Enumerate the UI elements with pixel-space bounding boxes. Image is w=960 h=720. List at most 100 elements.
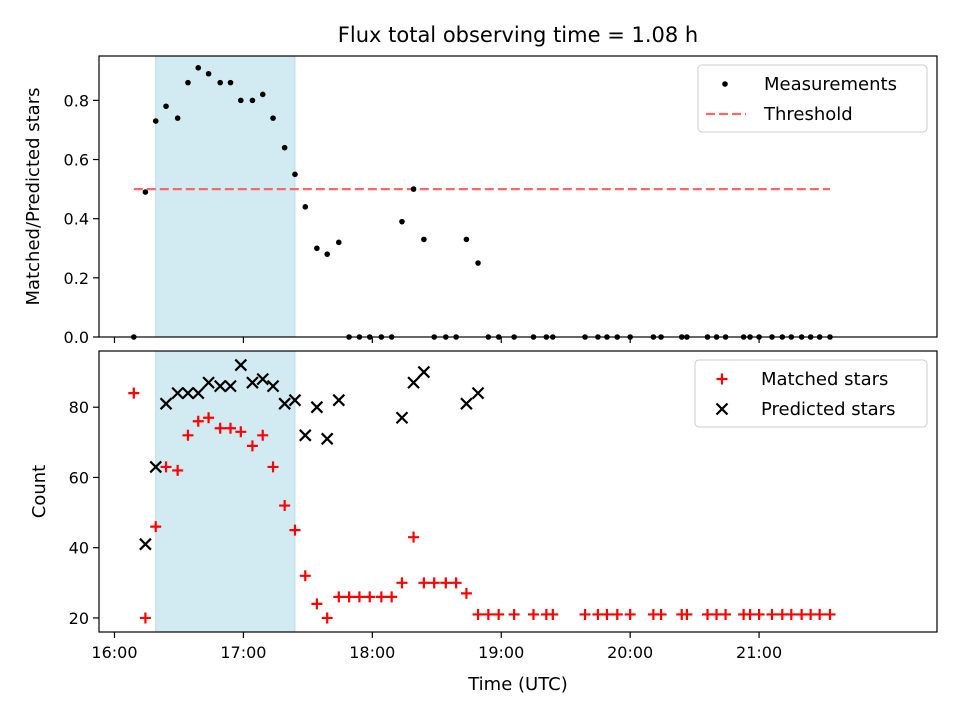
predicted-star-point [139, 537, 152, 551]
matched-star-point [785, 608, 797, 620]
matched-star-point [267, 461, 279, 473]
y-tick-label: 0.6 [64, 151, 89, 170]
matched-star-point [257, 429, 269, 441]
matched-star-point [655, 608, 667, 620]
measurement-point [163, 103, 169, 110]
legend-label: Predicted stars [761, 399, 895, 420]
matched-star-point [235, 426, 247, 438]
axes-frame [98, 350, 938, 633]
matched-star-point [299, 570, 311, 582]
x-tick-label: 19:00 [478, 643, 524, 662]
measurement-point [152, 118, 159, 124]
matched-star-point [182, 429, 194, 441]
matched-star-point [601, 608, 613, 620]
matched-star-point [139, 612, 151, 624]
matched-star-point [472, 608, 484, 620]
x-axis-label: Time (UTC) [467, 674, 568, 695]
panel-counts: 20 40 60 80 16:00 17:00 18:00 19:00 20:00 21:00 Co… [29, 350, 938, 662]
matched-star-point [160, 461, 172, 473]
panel-ratio: 0.0 0.2 0.4 0.6 0.8 Matched/Predicted stars Me… [23, 55, 938, 347]
predicted-star-point [288, 393, 302, 407]
measurement-point [281, 144, 288, 151]
legend-marker-measurements [722, 81, 728, 87]
measurement-point [174, 115, 181, 121]
measurement-point [227, 79, 234, 86]
predicted-star-point [310, 400, 324, 414]
legend-box [694, 359, 928, 428]
matched-star-point [172, 464, 184, 476]
measurement-point [238, 97, 244, 104]
y-tick-label: 60 [69, 468, 89, 487]
y-tick-label: 20 [69, 609, 89, 628]
y-axis-label: Matched/Predicted stars [23, 88, 44, 306]
x-tick-label: 20:00 [607, 643, 653, 662]
matched-star-point [720, 608, 732, 620]
measurement-point [475, 260, 481, 266]
y-tick-label: 80 [69, 398, 89, 417]
predicted-star-point [266, 379, 280, 393]
predicted-star-point [246, 376, 259, 389]
legend-box [697, 64, 928, 133]
chart-title: Flux total observing time = 1.08 h [338, 23, 698, 47]
measurement-point [410, 186, 417, 192]
predicted-star-point [191, 386, 205, 400]
measurement-point [292, 171, 298, 178]
matched-star-point [225, 422, 237, 434]
matched-star-point [450, 577, 462, 589]
matched-star-point [333, 591, 345, 603]
matched-star-point [408, 531, 420, 543]
matched-star-point [766, 608, 778, 620]
matched-star-point [214, 422, 226, 434]
legend: Measurements Threshold [697, 64, 928, 133]
y-tick-label: 40 [69, 539, 89, 558]
predicted-star-point [171, 386, 184, 400]
matched-star-point [579, 608, 591, 620]
measurement-point [302, 204, 309, 210]
predicted-star-point [213, 379, 227, 393]
matched-star-point [460, 587, 472, 599]
y-tick-label: 0.0 [64, 328, 89, 347]
y-tick-label: 0.2 [64, 269, 89, 288]
x-tick-label: 16:00 [91, 643, 137, 662]
predicted-star-point [149, 460, 163, 474]
observing-span-shade [155, 55, 296, 338]
matched-star-point [279, 500, 291, 512]
measurement-point [421, 236, 427, 243]
y-axis-label: Count [29, 465, 50, 518]
legend-label: Threshold [763, 104, 853, 125]
legend: Matched stars Predicted stars [694, 359, 928, 428]
axes-frame [98, 55, 938, 338]
y-tick-label: 0.8 [64, 91, 89, 110]
matched-star-point [128, 387, 140, 399]
predicted-star-point [181, 386, 195, 400]
measurement-point [270, 115, 276, 121]
matched-star-point [343, 591, 355, 603]
matched-star-point [814, 608, 826, 620]
predicted-star-point [202, 376, 215, 389]
predicted-star-point [471, 386, 485, 400]
matched-star-point [321, 612, 333, 624]
matched-star-point [527, 608, 539, 620]
matched-star-point [289, 524, 301, 536]
measurement-point [314, 245, 320, 252]
measurement-point [335, 239, 342, 246]
matched-star-point [508, 608, 520, 620]
predicted-star-point [256, 372, 270, 386]
measurement-point [399, 218, 405, 225]
matched-star-point [246, 440, 258, 452]
matched-star-point [375, 591, 387, 603]
predicted-star-point [159, 397, 173, 410]
legend-marker-predicted [715, 402, 729, 416]
matched-star-point [396, 577, 408, 589]
predicted-star-point [224, 379, 237, 393]
matched-star-point [364, 591, 376, 603]
matched-star-point [681, 608, 693, 620]
predicted-star-point [460, 397, 473, 410]
x-tick-label: 21:00 [736, 643, 782, 662]
matched-star-point [493, 608, 505, 620]
predicted-star-point [395, 411, 409, 425]
y-tick-label: 0.4 [64, 210, 89, 229]
matched-star-point [611, 608, 623, 620]
matched-star-point [482, 608, 494, 620]
